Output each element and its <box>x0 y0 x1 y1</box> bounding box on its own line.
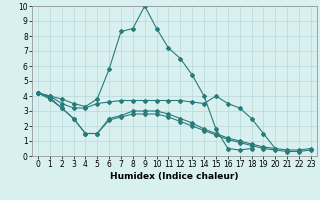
X-axis label: Humidex (Indice chaleur): Humidex (Indice chaleur) <box>110 172 239 181</box>
